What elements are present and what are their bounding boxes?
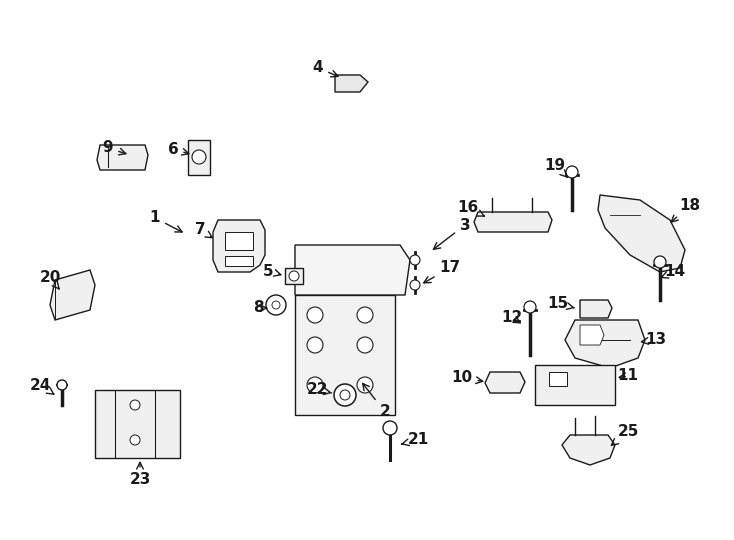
Circle shape [289,271,299,281]
Text: 3: 3 [434,218,470,249]
Text: 15: 15 [548,296,574,312]
Circle shape [307,377,323,393]
Circle shape [307,337,323,353]
Circle shape [566,166,578,178]
Text: 5: 5 [263,264,281,279]
Text: 19: 19 [545,158,567,177]
Text: 25: 25 [611,424,639,445]
FancyBboxPatch shape [285,268,303,284]
Polygon shape [335,75,368,92]
Circle shape [57,380,67,390]
Polygon shape [565,320,645,368]
Polygon shape [50,270,95,320]
FancyBboxPatch shape [225,232,253,250]
Text: 2: 2 [363,383,390,420]
Circle shape [307,307,323,323]
Polygon shape [562,435,615,465]
Polygon shape [580,325,604,345]
Text: 20: 20 [40,271,61,289]
Circle shape [410,280,420,290]
Polygon shape [97,145,148,170]
Text: 1: 1 [150,211,182,232]
Circle shape [130,400,140,410]
Circle shape [410,255,420,265]
Circle shape [524,301,536,313]
Text: 6: 6 [167,141,189,157]
Circle shape [383,421,397,435]
Circle shape [357,307,373,323]
Circle shape [357,337,373,353]
FancyBboxPatch shape [535,365,615,405]
Circle shape [272,301,280,309]
Circle shape [357,377,373,393]
Text: 13: 13 [642,333,666,348]
Text: 22: 22 [308,382,332,397]
Text: 17: 17 [424,260,460,283]
Text: 9: 9 [103,140,126,156]
Circle shape [130,435,140,445]
FancyBboxPatch shape [225,256,253,266]
Text: 24: 24 [29,377,54,394]
Text: 8: 8 [252,300,266,315]
Circle shape [334,384,356,406]
Text: 16: 16 [457,200,484,216]
Polygon shape [485,372,525,393]
Text: 18: 18 [671,198,700,222]
Circle shape [192,150,206,164]
Text: 21: 21 [401,433,429,448]
Text: 10: 10 [451,370,483,386]
FancyBboxPatch shape [188,140,210,175]
Polygon shape [580,300,612,318]
Polygon shape [474,212,552,232]
Circle shape [340,390,350,400]
Text: 11: 11 [617,368,639,383]
FancyBboxPatch shape [549,372,567,386]
Polygon shape [213,220,265,272]
Text: 4: 4 [313,60,338,77]
Polygon shape [295,245,410,295]
Polygon shape [598,195,685,272]
Circle shape [654,256,666,268]
Text: 12: 12 [501,310,523,326]
FancyBboxPatch shape [95,390,180,458]
Text: 14: 14 [661,265,686,280]
Circle shape [266,295,286,315]
Text: 7: 7 [195,222,212,238]
Text: 23: 23 [129,462,150,488]
FancyBboxPatch shape [295,295,395,415]
